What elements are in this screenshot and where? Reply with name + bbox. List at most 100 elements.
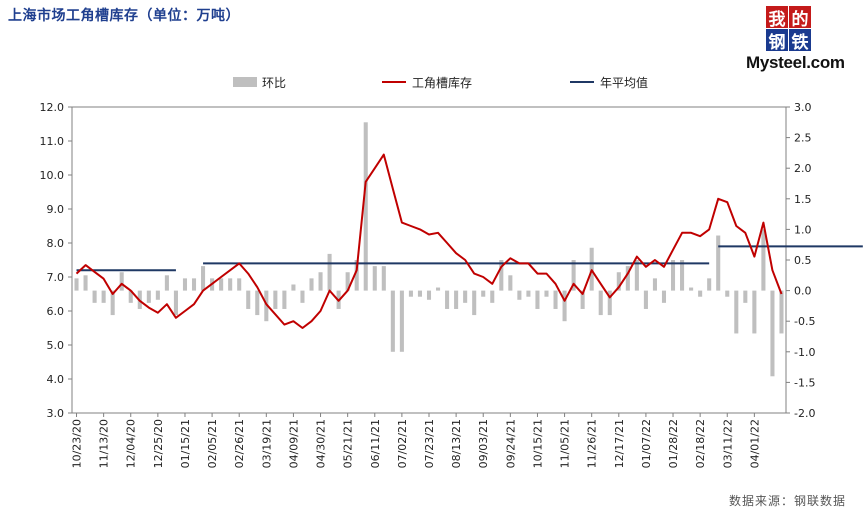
x-axis-label: 08/13/21 <box>450 419 463 468</box>
x-axis-label: 04/01/22 <box>748 419 761 468</box>
left-axis-label: 11.0 <box>40 135 65 148</box>
wow-bar <box>634 260 639 291</box>
wow-bar <box>119 272 124 291</box>
plot-frame <box>71 106 787 414</box>
x-axis-label: 02/26/21 <box>233 419 246 468</box>
wow-bar <box>381 266 386 291</box>
x-axis-label: 07/23/21 <box>423 419 436 468</box>
wow-bar <box>282 290 287 309</box>
plot-area: 12.0 11.0 10.0 9.0 8.0 7.0 6.0 5.0 4.0 3.0 3.0 2.5 2… <box>40 101 863 468</box>
x-axis-label: 12/17/21 <box>613 419 626 468</box>
legend-bar-swatch <box>233 77 257 87</box>
x-axis-label: 12/25/20 <box>152 419 165 468</box>
wow-bar <box>725 290 730 297</box>
wow-bar <box>327 253 332 291</box>
wow-bar <box>164 275 169 291</box>
wow-bar <box>354 260 359 291</box>
wow-bar <box>707 278 712 291</box>
wow-bar <box>743 290 748 303</box>
left-axis-label: 5.0 <box>47 339 65 352</box>
x-axis-label: 11/26/21 <box>586 419 599 468</box>
x-axis-label: 11/13/20 <box>98 419 111 468</box>
wow-bar <box>74 278 79 291</box>
mysteel-logo: 我 的 钢 铁 Mysteel.com <box>744 6 856 76</box>
left-axis-label: 12.0 <box>40 101 65 114</box>
wow-bar <box>562 290 567 322</box>
wow-bar <box>219 278 224 291</box>
wow-bar <box>689 287 694 291</box>
right-axis-label: -1.5 <box>794 376 815 389</box>
wow-bar <box>670 260 676 291</box>
x-axis-label: 01/07/22 <box>640 419 653 468</box>
logo-chinese-block: 我 的 钢 铁 <box>766 6 811 53</box>
wow-bar <box>246 290 251 309</box>
wow-bar <box>490 290 495 303</box>
wow-bar <box>182 278 188 291</box>
wow-bar <box>770 290 775 377</box>
wow-bar <box>652 278 657 291</box>
left-axis-label: 4.0 <box>47 373 65 386</box>
logo-wordmark: Mysteel.com <box>746 53 845 72</box>
legend: 环比 工角槽库存 年平均值 <box>233 75 648 90</box>
legend-label-avg: 年平均值 <box>600 75 648 90</box>
wow-bar <box>408 290 413 297</box>
left-axis-label: 10.0 <box>40 169 65 182</box>
wow-bar <box>571 260 576 291</box>
wow-bar <box>698 290 703 297</box>
wow-bar <box>680 260 685 291</box>
right-axis-label: 3.0 <box>794 101 812 114</box>
inventory-line <box>75 153 783 329</box>
x-axis-label: 04/30/21 <box>315 419 328 468</box>
wow-bar <box>499 260 504 291</box>
wow-bar <box>580 290 585 309</box>
wow-bar <box>481 290 486 297</box>
wow-bar <box>273 290 278 309</box>
x-axis-label: 10/23/20 <box>71 419 84 468</box>
right-axis-label: 1.0 <box>794 223 812 236</box>
wow-bar <box>264 290 269 322</box>
legend-label-inventory: 工角槽库存 <box>412 75 472 90</box>
wow-bar <box>716 235 721 291</box>
x-axis-label: 11/05/21 <box>559 419 572 468</box>
wow-bar <box>472 290 477 316</box>
wow-bar <box>101 290 106 303</box>
x-axis-label: 09/24/21 <box>504 419 517 468</box>
right-axis-label: 2.0 <box>794 162 812 175</box>
wow-bar <box>553 290 558 309</box>
right-axis-label: -2.0 <box>794 407 815 420</box>
wow-bar <box>463 290 468 303</box>
x-axis-label: 07/02/21 <box>396 419 409 468</box>
left-axis-label: 9.0 <box>47 203 65 216</box>
legend-label-wow: 环比 <box>262 76 286 90</box>
wow-bar <box>228 278 233 291</box>
right-axis-label: 1.5 <box>794 193 812 206</box>
x-axis-label: 04/09/21 <box>287 419 300 468</box>
wow-bar <box>454 290 459 309</box>
wow-bar <box>110 290 115 316</box>
wow-bar <box>128 290 133 303</box>
wow-bar <box>255 290 260 316</box>
logo-char: 的 <box>789 6 811 30</box>
left-axis-label: 6.0 <box>47 305 65 318</box>
wow-bar <box>300 290 305 303</box>
wow-bar <box>399 290 404 352</box>
x-axis-label: 09/03/21 <box>477 419 490 468</box>
x-axis-label: 01/28/22 <box>667 419 680 468</box>
wow-bar <box>761 229 766 291</box>
wow-bar <box>291 284 296 291</box>
wow-bar <box>544 290 549 297</box>
wow-bar <box>625 266 630 291</box>
wow-bar <box>589 247 594 291</box>
wow-bar <box>146 290 151 303</box>
wow-bar <box>309 278 314 291</box>
wow-bar <box>417 290 422 297</box>
wow-bar <box>508 275 513 291</box>
wow-bar <box>318 272 323 291</box>
left-axis-label: 3.0 <box>47 407 65 420</box>
x-axis-label: 02/18/22 <box>694 419 707 468</box>
wow-bar <box>779 290 784 334</box>
wow-bar <box>643 290 648 309</box>
wow-bar <box>445 290 450 309</box>
wow-bar <box>616 272 621 291</box>
